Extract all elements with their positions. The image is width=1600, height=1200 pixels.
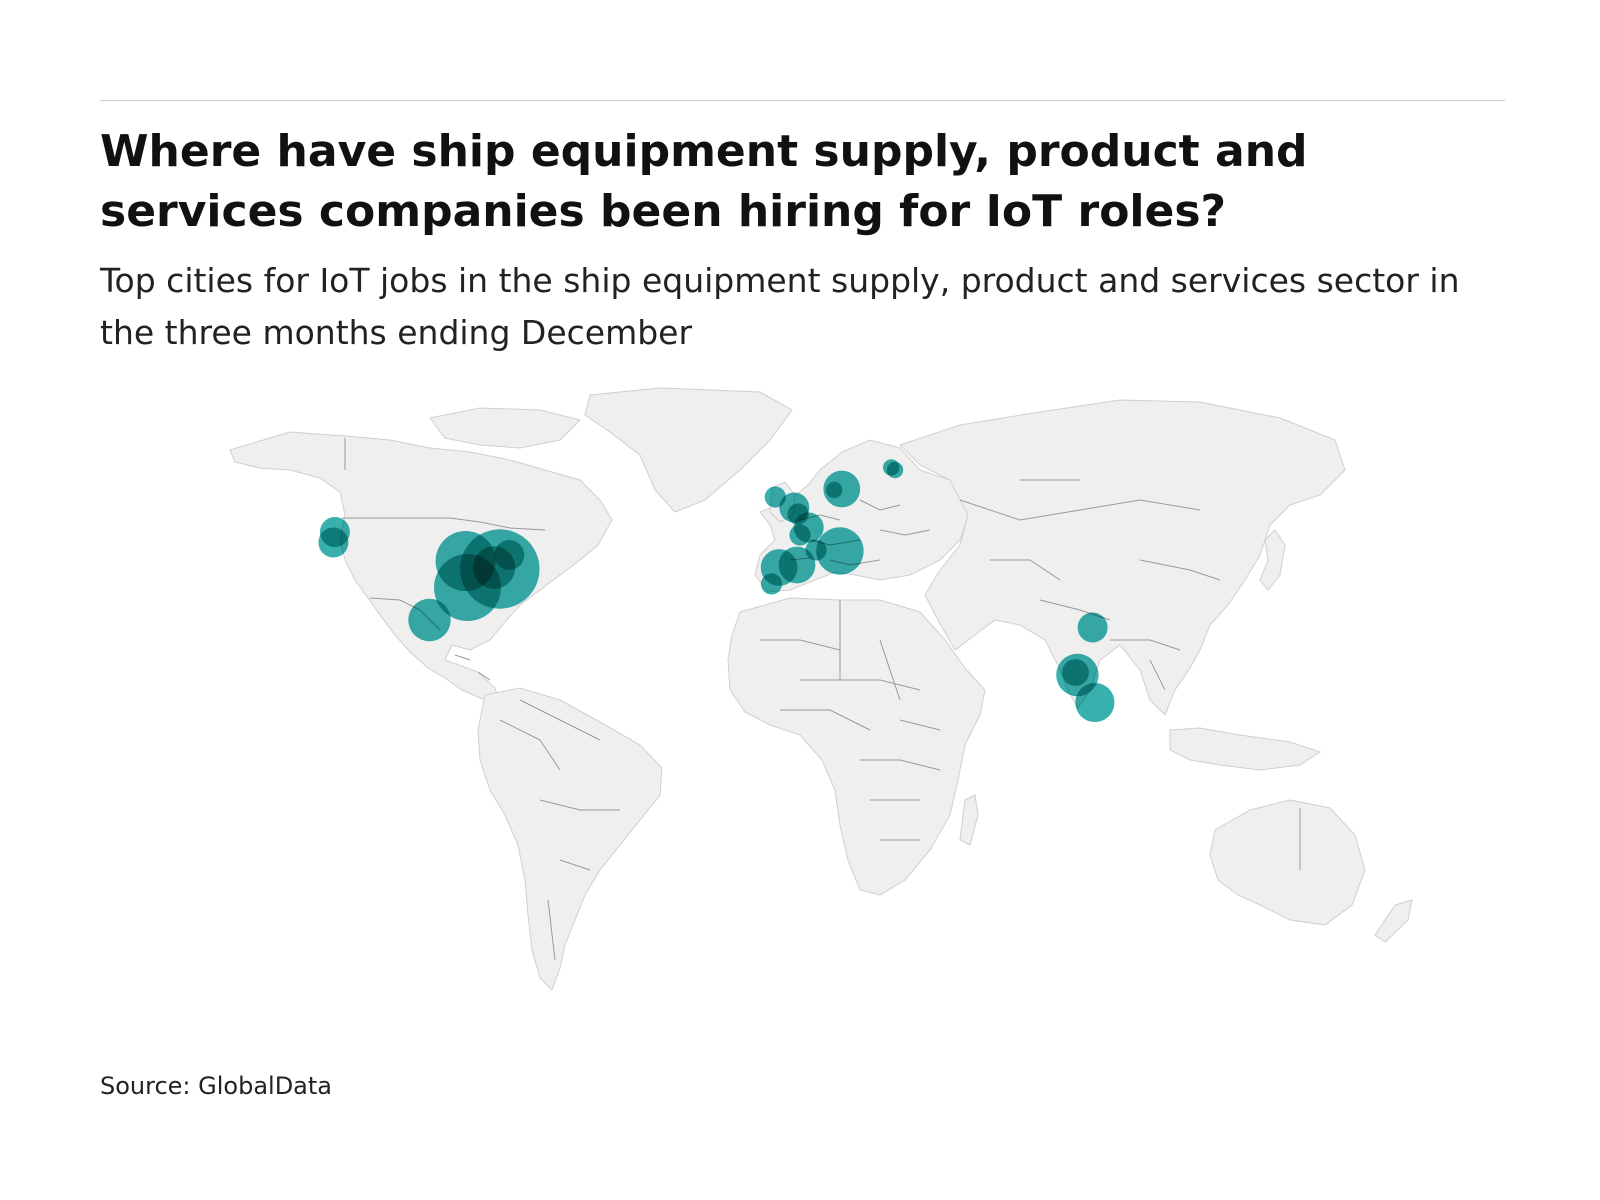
- chart-title: Where have ship equipment supply, produc…: [100, 126, 1308, 237]
- land-layer: [229, 387, 1413, 991]
- border-central-america: [454, 654, 491, 681]
- chart-subtitle: Top cities for IoT jobs in the ship equi…: [100, 261, 1460, 352]
- city-bubble-europe-12: [789, 524, 811, 546]
- land-south-america: [477, 687, 663, 991]
- top-rule: [100, 100, 1505, 101]
- land-se-asia-islands: [1169, 727, 1322, 771]
- land-arctic-islands: [429, 407, 581, 449]
- land-greenland: [584, 387, 793, 513]
- border-us-canada: [342, 517, 546, 531]
- source-note: Source: GlobalData: [100, 1072, 333, 1100]
- city-bubble-asia-24: [1062, 659, 1089, 686]
- border-south-america: [499, 699, 620, 961]
- city-bubble-north-america-7: [494, 540, 525, 570]
- land-madagascar: [959, 794, 979, 846]
- land-australia: [1209, 799, 1366, 926]
- city-bubble-europe-15: [760, 573, 783, 595]
- city-bubble-north-america-1: [318, 527, 349, 558]
- city-bubble-europe-21: [886, 461, 904, 479]
- land-africa: [727, 597, 986, 896]
- city-bubble-north-america-2: [408, 598, 451, 642]
- border-asia: [959, 479, 1221, 691]
- land-north-america: [229, 431, 613, 703]
- city-bubble-europe-14: [778, 546, 816, 584]
- bubble-layer: [318, 459, 1115, 723]
- city-bubble-asia-22: [1077, 612, 1108, 643]
- city-bubble-asia-25: [1075, 682, 1115, 723]
- city-bubble-europe-17: [816, 527, 864, 575]
- land-japan: [1259, 529, 1286, 591]
- land-asia: [899, 399, 1346, 716]
- city-bubble-europe-19: [826, 481, 843, 499]
- land-new-zealand: [1374, 899, 1413, 943]
- border-africa: [760, 600, 941, 841]
